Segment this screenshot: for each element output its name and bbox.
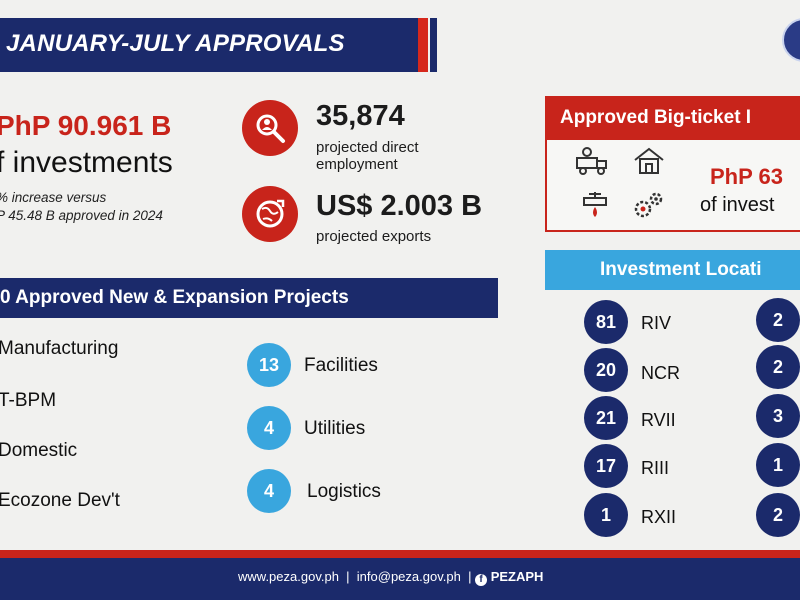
location-count: 20 — [584, 348, 628, 392]
big-ticket-header: Approved Big-ticket I — [545, 96, 800, 140]
big-ticket-title: Approved Big-ticket I — [560, 107, 752, 128]
footer-stripe — [0, 550, 800, 558]
location-count: 3 — [756, 394, 800, 438]
logistics-count: 4 — [247, 469, 291, 513]
footer-separator: | — [346, 569, 350, 584]
investment-label: f investments — [0, 146, 173, 179]
gears-icon — [632, 190, 666, 220]
footer-website-link[interactable]: www.peza.gov.ph — [238, 569, 339, 584]
location-count: 2 — [756, 493, 800, 537]
footer: www.peza.gov.ph | info@peza.gov.ph | f P… — [0, 558, 800, 600]
location-count: 2 — [756, 298, 800, 342]
location-count: 1 — [756, 443, 800, 487]
utilities-count: 4 — [247, 406, 291, 450]
utilities-label: Utilities — [304, 418, 366, 439]
footer-email-link[interactable]: info@peza.gov.ph — [356, 569, 461, 584]
investment-amount: PhP 90.961 B — [0, 110, 172, 141]
title-stripe-red — [418, 18, 428, 72]
exports-value: US$ 2.003 B — [316, 190, 483, 222]
big-ticket-label: of invest — [700, 194, 775, 216]
location-name: RIII — [641, 458, 670, 478]
location-count: 1 — [584, 493, 628, 537]
location-count: 21 — [584, 396, 628, 440]
location-count: 2 — [756, 345, 800, 389]
employment-label: projected direct employment — [316, 139, 419, 173]
job-search-icon — [242, 100, 298, 156]
footer-social-link[interactable]: PEZAPH — [490, 569, 544, 584]
globe-export-icon — [242, 186, 298, 242]
facilities-count: 13 — [247, 343, 291, 387]
location-name: RIV — [641, 313, 672, 333]
location-name: RVII — [641, 410, 676, 430]
page-title: JANUARY-JULY APPROVALS — [6, 30, 345, 57]
water-valve-icon — [578, 190, 612, 220]
facilities-label: Facilities — [304, 355, 378, 376]
locations-banner: Investment Locati — [545, 250, 800, 290]
sector-ecozone-dev: Ecozone Dev't — [0, 490, 120, 511]
logistics-label: Logistics — [307, 481, 381, 502]
exports-label: projected exports — [316, 228, 432, 245]
footer-contacts: www.peza.gov.ph | info@peza.gov.ph | f P… — [238, 569, 543, 586]
location-name: RXII — [641, 507, 677, 527]
peza-logo — [782, 18, 800, 62]
sector-tbpm: T-BPM — [0, 390, 57, 411]
footer-separator: | — [468, 569, 472, 584]
factory-truck-icon — [575, 146, 609, 176]
location-name: NCR — [641, 363, 680, 383]
big-ticket-amount: PhP 63 — [710, 164, 783, 189]
facebook-icon: f — [475, 574, 488, 586]
title-banner: JANUARY-JULY APPROVALS — [0, 18, 418, 72]
sector-manufacturing: Manufacturing — [0, 338, 119, 359]
investment-note-line2: P 45.48 B approved in 2024 — [0, 208, 163, 223]
investment-note-line1: % increase versus — [0, 190, 107, 205]
locations-title: Investment Locati — [600, 259, 762, 280]
location-count: 81 — [584, 300, 628, 344]
title-stripe-navy — [430, 18, 437, 72]
projects-title: 0 Approved New & Expansion Projects — [0, 287, 349, 308]
employment-value: 35,874 — [316, 100, 405, 132]
location-count: 17 — [584, 444, 628, 488]
house-icon — [632, 146, 666, 176]
projects-banner: 0 Approved New & Expansion Projects — [0, 278, 498, 318]
sector-domestic: Domestic — [0, 440, 78, 461]
